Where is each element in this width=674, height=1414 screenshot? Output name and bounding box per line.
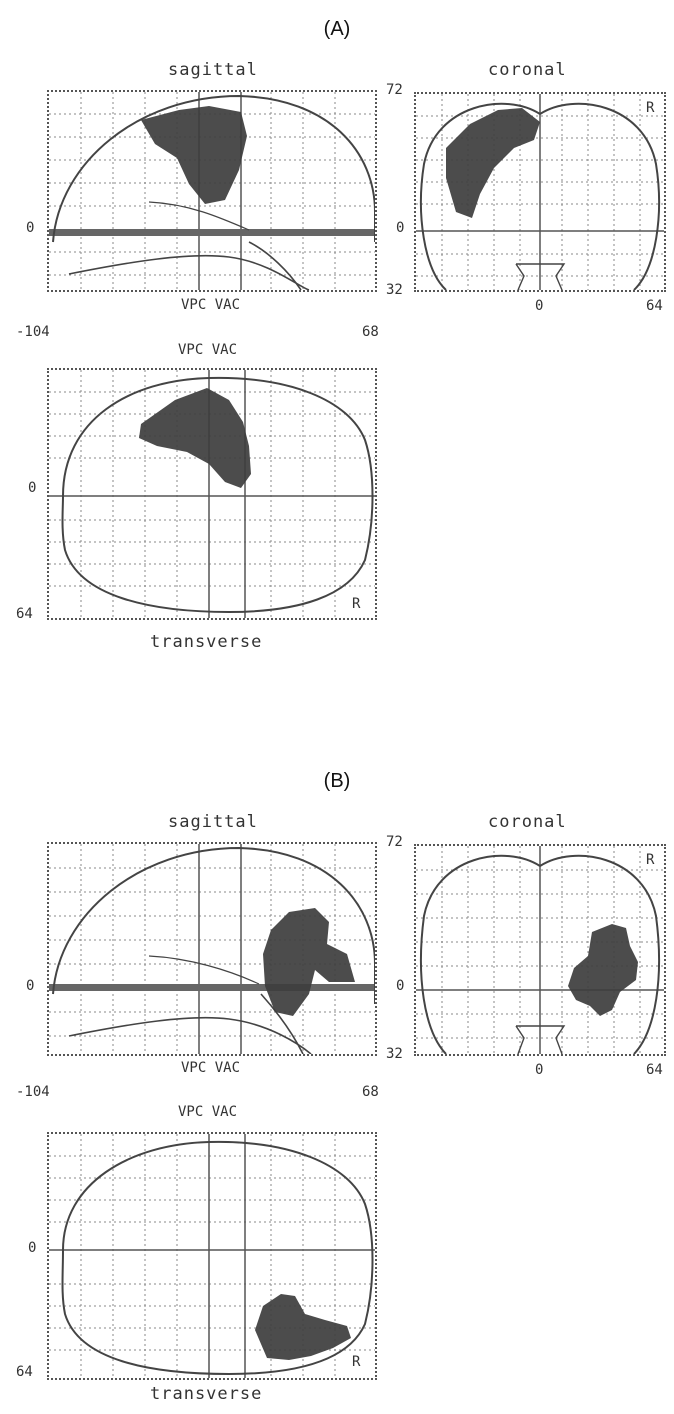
transverse-right-label: 68 xyxy=(362,324,379,340)
coronal-view xyxy=(414,92,666,292)
transverse-r-label: R xyxy=(352,596,361,612)
coronal-bottom-label: 32 xyxy=(386,282,403,298)
sagittal-view-svg xyxy=(49,92,375,290)
panel-a: (A) sagittal coronal 0 VPC VAC xyxy=(0,0,674,700)
coronal-bottom-label: 32 xyxy=(386,1046,403,1062)
coronal-title: coronal xyxy=(488,812,567,832)
sagittal-view xyxy=(47,90,377,292)
transverse-left-label: -104 xyxy=(16,1084,50,1100)
transverse-right-label: 68 xyxy=(362,1084,379,1100)
vpc-vac-top-label: VPC VAC xyxy=(181,297,241,313)
coronal-title: coronal xyxy=(488,60,567,80)
transverse-zero-label: 0 xyxy=(28,1240,37,1256)
sagittal-title: sagittal xyxy=(168,60,258,80)
coronal-x-zero-label: 0 xyxy=(535,1062,544,1078)
panel-letter: (A) xyxy=(323,18,351,40)
sagittal-view-svg xyxy=(49,844,375,1054)
transverse-view xyxy=(47,368,377,620)
transverse-zero-label: 0 xyxy=(28,480,37,496)
transverse-bottom-label: 64 xyxy=(16,606,33,622)
transverse-title: transverse xyxy=(150,1384,263,1404)
transverse-view-svg xyxy=(49,370,375,618)
sagittal-view xyxy=(47,842,377,1056)
coronal-zero-label: 0 xyxy=(396,978,405,994)
sagittal-zero-label: 0 xyxy=(26,220,35,236)
vpc-vac-bottom-label: VPC VAC xyxy=(178,342,238,358)
coronal-x-right-label: 64 xyxy=(646,298,663,314)
sagittal-title: sagittal xyxy=(168,812,258,832)
sagittal-zero-label: 0 xyxy=(26,978,35,994)
transverse-title: transverse xyxy=(150,632,263,652)
panel-b: (B) sagittal coronal 0 VPC VAC xyxy=(0,700,674,1404)
coronal-top-label: 72 xyxy=(386,834,403,850)
coronal-view xyxy=(414,844,666,1056)
panel-letter: (B) xyxy=(323,770,351,792)
transverse-r-label: R xyxy=(352,1354,361,1370)
transverse-bottom-label: 64 xyxy=(16,1364,33,1380)
coronal-view-svg xyxy=(416,846,664,1054)
coronal-x-right-label: 64 xyxy=(646,1062,663,1078)
coronal-top-label: 72 xyxy=(386,82,403,98)
coronal-view-svg xyxy=(416,94,664,290)
coronal-r-label: R xyxy=(646,100,655,116)
transverse-left-label: -104 xyxy=(16,324,50,340)
coronal-r-label: R xyxy=(646,852,655,868)
transverse-view xyxy=(47,1132,377,1380)
vpc-vac-bottom-label: VPC VAC xyxy=(178,1104,238,1120)
transverse-view-svg xyxy=(49,1134,375,1378)
vpc-vac-top-label: VPC VAC xyxy=(181,1060,241,1076)
coronal-x-zero-label: 0 xyxy=(535,298,544,314)
coronal-zero-label: 0 xyxy=(396,220,405,236)
